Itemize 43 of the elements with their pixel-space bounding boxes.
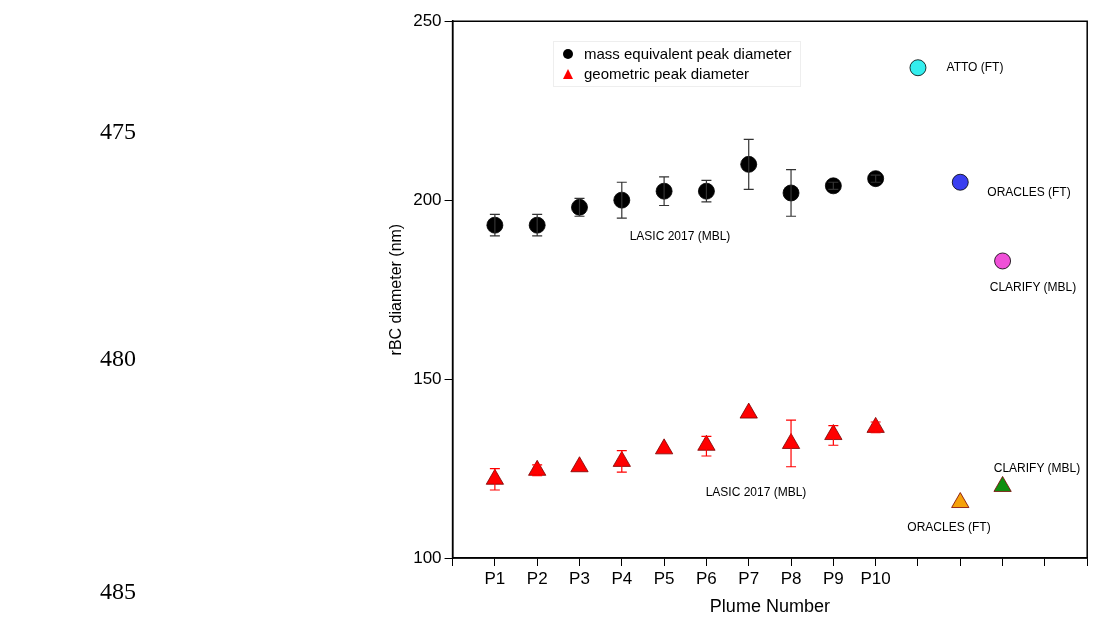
legend-label: geometric peak diameter <box>584 64 750 84</box>
x-tick-label: P2 <box>526 568 548 588</box>
point <box>951 492 970 508</box>
point <box>994 252 1011 270</box>
x-tick-label: P8 <box>780 568 802 588</box>
annotation: ATTO (FT) <box>946 60 1004 74</box>
annotation: LASIC 2017 (MBL) <box>629 229 731 243</box>
point <box>655 438 674 455</box>
legend-label: mass equivalent peak diameter <box>584 44 792 64</box>
x-tick-label: P9 <box>822 568 844 588</box>
point <box>993 476 1012 492</box>
text: 480 <box>100 344 136 372</box>
point <box>824 177 842 195</box>
annotation: ORACLES (FT) <box>907 520 991 534</box>
x-tick-label: P4 <box>611 568 633 588</box>
x-tick-label: P1 <box>484 568 506 588</box>
point <box>824 424 843 440</box>
point <box>740 155 758 173</box>
point <box>570 456 589 473</box>
text: 475 <box>100 117 136 145</box>
y-tick-label: 100 <box>413 547 442 567</box>
point <box>613 191 631 209</box>
x-axis-title: Plume Number <box>709 596 830 617</box>
annotation: CLARIFY (MBL) <box>993 461 1081 475</box>
x-tick-label: P10 <box>860 568 891 588</box>
annotation: LASIC 2017 (MBL) <box>705 485 807 499</box>
annotation: CLARIFY (MBL) <box>989 280 1077 294</box>
point <box>867 170 885 188</box>
annotation: ORACLES (FT) <box>987 185 1071 199</box>
point <box>909 59 927 77</box>
point <box>739 402 758 419</box>
text: 485 <box>100 577 136 605</box>
x-tick-label: P6 <box>696 568 717 588</box>
point <box>697 434 716 451</box>
point <box>612 450 631 467</box>
y-tick-label: 250 <box>413 10 442 30</box>
point <box>951 173 969 191</box>
y-tick-label: 150 <box>413 368 442 388</box>
x-tick-label: P5 <box>653 568 675 588</box>
x-tick-label: P3 <box>569 568 590 588</box>
y-axis-title: rBC diameter (nm) <box>387 223 405 356</box>
y-tick-label: 200 <box>413 189 442 209</box>
x-tick-label: P7 <box>738 568 760 588</box>
